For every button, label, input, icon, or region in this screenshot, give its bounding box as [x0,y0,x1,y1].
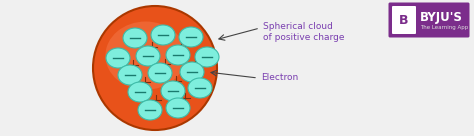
Ellipse shape [138,100,162,120]
Text: The Learning App: The Learning App [420,26,468,30]
Text: of positive charge: of positive charge [263,33,345,42]
Ellipse shape [118,65,142,85]
Ellipse shape [188,78,212,98]
Ellipse shape [136,46,160,66]
FancyBboxPatch shape [389,2,470,38]
Ellipse shape [93,6,217,130]
Text: Spherical cloud: Spherical cloud [263,22,333,31]
Ellipse shape [179,27,203,47]
Ellipse shape [195,47,219,67]
Text: B: B [399,13,409,27]
Ellipse shape [106,48,130,68]
Ellipse shape [166,98,190,118]
FancyBboxPatch shape [392,6,416,34]
Ellipse shape [148,63,172,83]
Ellipse shape [180,62,204,82]
Ellipse shape [123,28,147,48]
Ellipse shape [128,82,152,102]
Ellipse shape [151,25,175,45]
Text: BYJU'S: BYJU'S [420,10,463,24]
Ellipse shape [161,81,185,101]
Ellipse shape [166,45,190,65]
Text: Electron: Electron [261,73,298,83]
Ellipse shape [105,21,186,90]
